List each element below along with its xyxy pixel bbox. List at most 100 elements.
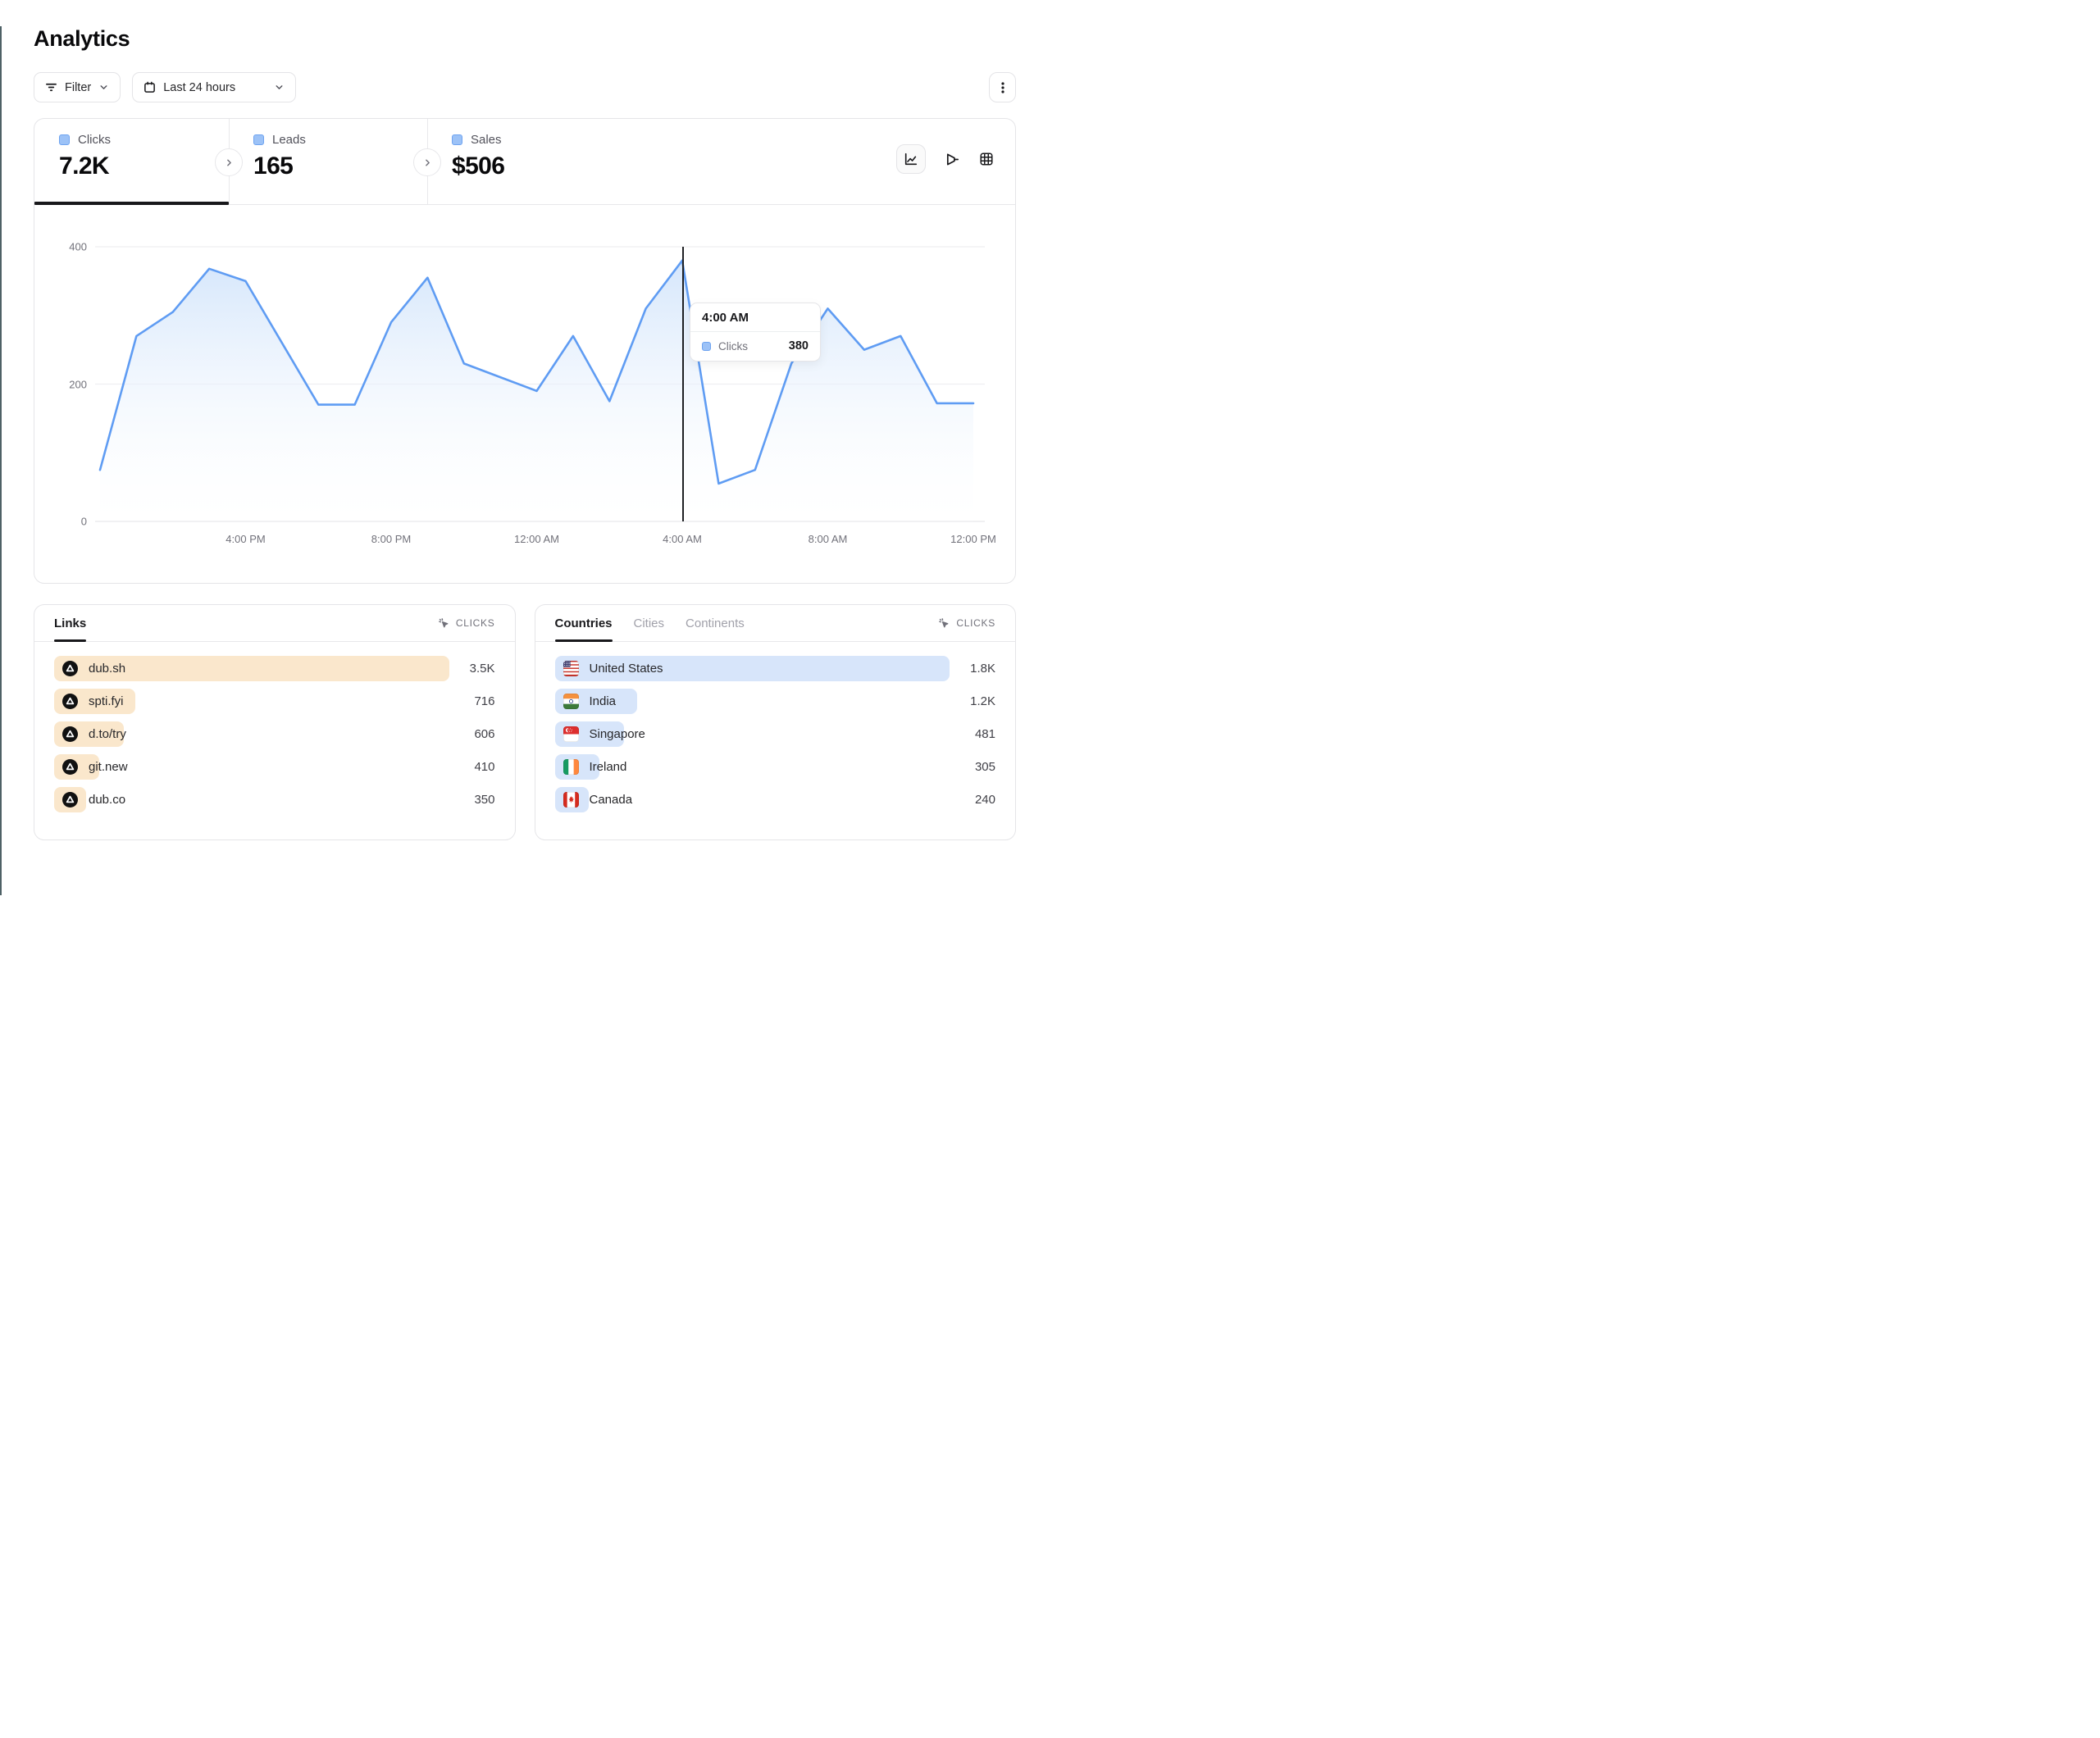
bar-area: Canada <box>554 787 950 812</box>
x-axis-tick-label: 4:00 PM <box>225 533 266 545</box>
country-row[interactable]: Ireland 305 <box>554 754 995 780</box>
dub-logo-icon <box>62 694 78 709</box>
flag-ie-icon <box>563 759 579 775</box>
bar-area: India <box>554 689 950 714</box>
leads-legend-swatch <box>253 134 264 145</box>
x-axis-tick-label: 4:00 AM <box>663 533 702 545</box>
row-value: 410 <box>474 760 495 774</box>
clicks-legend-swatch <box>702 341 711 351</box>
analytics-chart-card: Clicks 7.2K Leads 165 Sales $506 <box>34 118 1016 584</box>
tab-countries[interactable]: Countries <box>554 605 613 642</box>
row-label: Singapore <box>589 727 645 741</box>
link-row[interactable]: dub.co 350 <box>54 787 495 812</box>
row-label: India <box>589 694 617 708</box>
clicks-time-series-chart[interactable]: 0 200 400 4:00 PM 8:00 PM 12:00 AM 4:00 AM 8:0… <box>34 205 1015 583</box>
row-label: Ireland <box>589 760 627 774</box>
chart-view-toggles <box>896 144 994 174</box>
stat-card-clicks[interactable]: Clicks 7.2K <box>34 119 229 204</box>
expand-clicks-button[interactable] <box>215 148 243 176</box>
countries-metric-header[interactable]: CLICKS <box>938 617 995 630</box>
row-label: Canada <box>589 793 633 807</box>
funnel-chart-view-button[interactable] <box>945 152 960 167</box>
bar-area: git.new <box>54 754 449 780</box>
row-value: 481 <box>974 727 995 741</box>
locations-panel: Countries Cities Continents CLICKS Unit <box>534 604 1016 840</box>
tab-cities[interactable]: Cities <box>633 616 665 630</box>
chevron-right-icon <box>425 159 430 166</box>
row-value: 305 <box>974 760 995 774</box>
chevron-right-icon <box>226 159 231 166</box>
dub-logo-icon <box>62 661 78 676</box>
row-value: 606 <box>474 727 495 741</box>
line-chart-view-button[interactable] <box>896 144 926 174</box>
x-axis-tick-label: 12:00 PM <box>950 533 996 545</box>
row-value: 350 <box>474 793 495 807</box>
row-label: United States <box>589 662 663 676</box>
row-label: dub.sh <box>89 662 126 676</box>
stat-value: 7.2K <box>59 152 110 180</box>
table-view-button[interactable] <box>979 152 994 166</box>
flag-sg-icon <box>563 726 579 742</box>
chart-tooltip: 4:00 AM Clicks 380 <box>690 303 821 362</box>
tab-links[interactable]: Links <box>54 605 87 642</box>
window-edge <box>0 26 2 895</box>
expand-leads-button[interactable] <box>413 148 441 176</box>
tooltip-value: 380 <box>788 339 809 353</box>
stat-label: Clicks <box>78 133 111 147</box>
link-row[interactable]: spti.fyi 716 <box>54 689 495 714</box>
active-stat-underline <box>34 202 229 205</box>
link-row[interactable]: git.new 410 <box>54 754 495 780</box>
chevron-down-icon <box>98 82 109 93</box>
stat-card-sales[interactable]: Sales $506 <box>427 119 1015 204</box>
links-metric-header[interactable]: CLICKS <box>438 617 495 630</box>
value-bar <box>554 656 950 681</box>
country-row[interactable]: India 1.2K <box>554 689 995 714</box>
x-axis-tick-label: 8:00 PM <box>371 533 412 545</box>
stat-card-leads[interactable]: Leads 165 <box>229 119 427 204</box>
y-axis-tick-label: 200 <box>69 378 87 390</box>
row-value: 716 <box>474 694 495 708</box>
flag-in-icon <box>563 694 579 709</box>
bar-area: Ireland <box>554 754 950 780</box>
country-row[interactable]: United States 1.8K <box>554 656 995 681</box>
date-range-button[interactable]: Last 24 hours <box>132 72 297 102</box>
flag-us-icon <box>563 661 579 676</box>
stat-label: Sales <box>471 133 502 147</box>
bar-area: dub.sh <box>54 656 449 681</box>
row-label: d.to/try <box>89 727 126 741</box>
link-row[interactable]: dub.sh 3.5K <box>54 656 495 681</box>
stat-value: $506 <box>452 152 505 180</box>
x-axis-tick-label: 8:00 AM <box>808 533 848 545</box>
chevron-down-icon <box>274 82 285 93</box>
filter-button[interactable]: Filter <box>34 72 121 102</box>
y-axis-tick-label: 400 <box>69 240 87 253</box>
country-row[interactable]: Canada 240 <box>554 787 995 812</box>
row-label: git.new <box>89 760 128 774</box>
metric-label: CLICKS <box>455 617 495 629</box>
cursor-click-icon <box>438 617 450 630</box>
tooltip-time: 4:00 AM <box>690 303 820 332</box>
bar-area: d.to/try <box>54 721 449 747</box>
row-value: 3.5K <box>469 662 495 676</box>
country-row[interactable]: Singapore 481 <box>554 721 995 747</box>
page-title: Analytics <box>34 26 130 51</box>
line-chart-icon <box>904 152 918 166</box>
stat-label: Leads <box>272 133 306 147</box>
tab-continents[interactable]: Continents <box>686 616 745 630</box>
link-row[interactable]: d.to/try 606 <box>54 721 495 747</box>
calendar-icon <box>143 81 156 93</box>
sales-legend-swatch <box>452 134 462 145</box>
stat-value: 165 <box>253 152 294 180</box>
clicks-legend-swatch <box>59 134 70 145</box>
toolbar: Filter Last 24 hours <box>34 72 1016 102</box>
kebab-menu-icon <box>997 81 1009 94</box>
row-value: 1.2K <box>970 694 995 708</box>
row-value: 240 <box>974 793 995 807</box>
funnel-chart-icon <box>946 152 959 166</box>
area-chart-plot <box>95 246 985 522</box>
stats-row: Clicks 7.2K Leads 165 Sales $506 <box>34 119 1015 205</box>
more-options-button[interactable] <box>989 72 1016 102</box>
flag-ca-icon <box>563 792 579 808</box>
dub-logo-icon <box>62 792 78 808</box>
tooltip-series-label: Clicks <box>718 339 748 353</box>
